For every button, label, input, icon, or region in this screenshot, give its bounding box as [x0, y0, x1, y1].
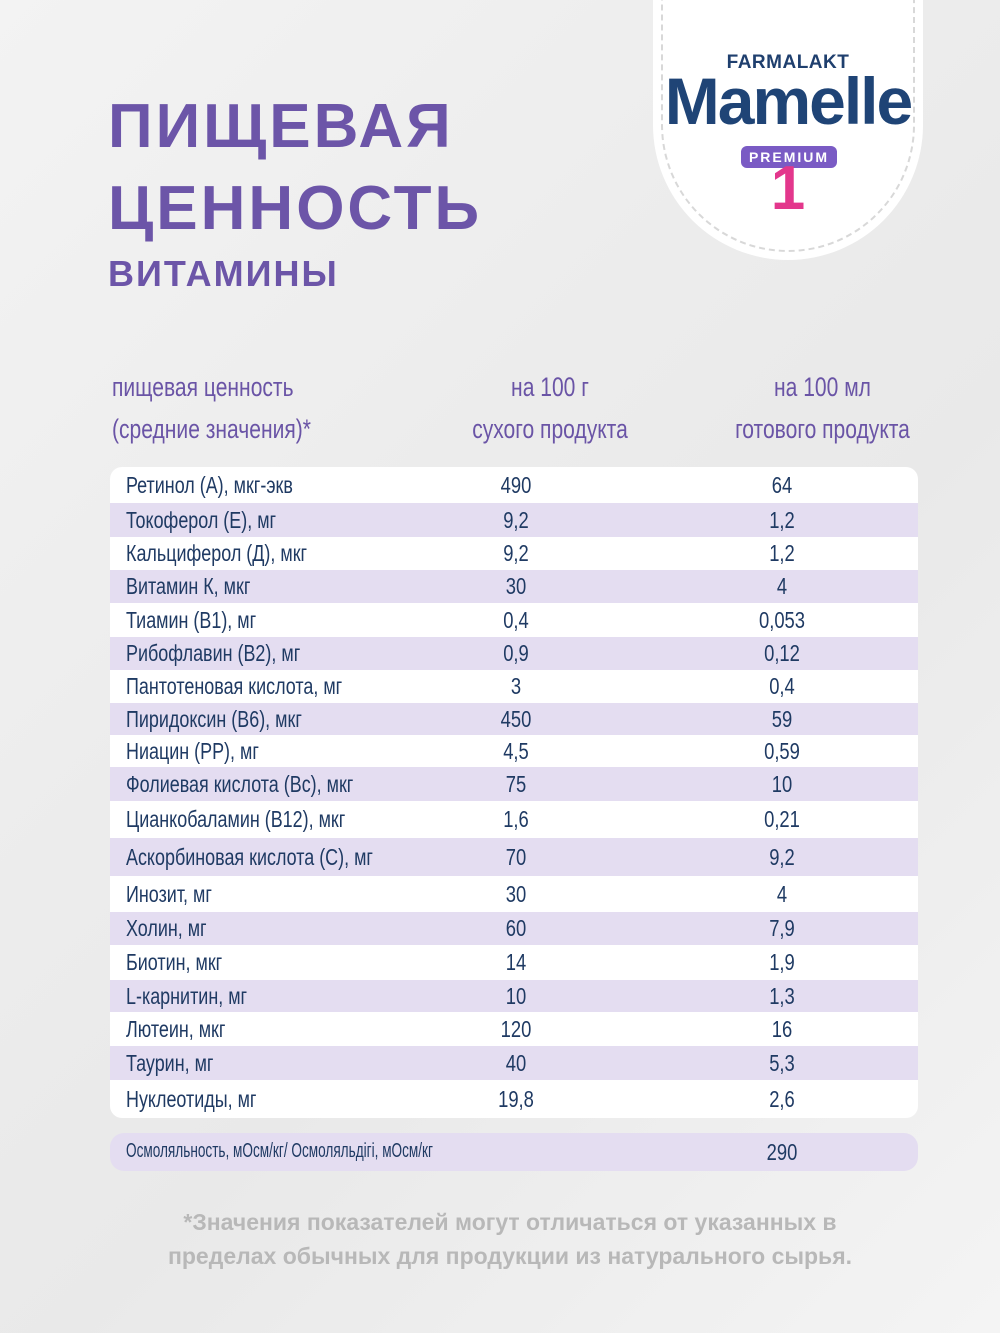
value-per-100g: 9,2 [503, 540, 529, 566]
table-row: L-карнитин, мг 10 1,3 [110, 980, 918, 1012]
value-per-100ml: 2,6 [769, 1085, 795, 1112]
value-per-100g: 3 [510, 673, 522, 699]
value-per-100ml: 4 [776, 573, 788, 599]
nutrient-name: Токоферол (Е), мг [126, 506, 277, 533]
table-row: Витамин К, мкг 30 4 [110, 570, 918, 603]
table-row: Холин, мг 60 7,9 [110, 912, 918, 945]
value-per-100ml: 1,2 [769, 506, 795, 533]
value-per-100ml: 9,2 [769, 843, 795, 870]
osmolality-row: Осмоляльность, мОсм/кг/ Осмоляльдігі, мО… [110, 1133, 918, 1171]
nutrient-name: Фолиевая кислота (Вс), мкг [126, 770, 354, 797]
value-per-100g: 1,6 [503, 806, 529, 832]
nutrient-name: Тиамин (В1), мг [126, 606, 257, 633]
brand-company: FARMALAKT [726, 52, 850, 73]
osmolality-label: Осмоляльность, мОсм/кг/ Осмоляльдігі, мО… [126, 1140, 433, 1162]
table-row: Таурин, мг 40 5,3 [110, 1046, 918, 1080]
value-per-100g: 70 [505, 843, 527, 870]
brand-stage-number: 1 [770, 154, 806, 223]
nutrient-name: L-карнитин, мг [126, 982, 248, 1009]
value-per-100ml: 4 [776, 880, 788, 907]
value-per-100g: 19,8 [498, 1085, 534, 1112]
table-row: Цианкобаламин (В12), мкг 1,6 0,21 [110, 801, 918, 838]
value-per-100ml: 10 [771, 770, 793, 797]
value-per-100ml: 0,053 [758, 606, 806, 633]
brand-name: Mamelle [664, 64, 913, 138]
value-per-100ml: 0,4 [769, 673, 795, 699]
value-per-100g: 30 [505, 880, 527, 907]
value-per-100ml: 1,2 [769, 540, 795, 566]
table-row: Инозит, мг 30 4 [110, 876, 918, 912]
value-per-100g: 30 [505, 573, 527, 599]
footnote-line2: пределах обычных для продукции из натура… [167, 1243, 853, 1269]
table-row: Аскорбиновая кислота (С), мг 70 9,2 [110, 838, 918, 876]
column-header-line: пищевая ценность [112, 372, 294, 402]
nutrient-name: Пиридоксин (В6), мкг [126, 705, 302, 732]
value-per-100ml: 1,3 [769, 982, 795, 1009]
page-title-line1: ПИЩЕВАЯ [108, 92, 454, 161]
nutrient-name: Пантотеновая кислота, мг [126, 673, 343, 699]
nutrient-name: Витамин К, мкг [126, 573, 251, 599]
value-per-100g: 450 [500, 705, 532, 732]
value-per-100g: 40 [505, 1049, 527, 1076]
value-per-100g: 10 [505, 982, 527, 1009]
column-header-line: на 100 г [511, 372, 589, 402]
table-row: Токоферол (Е), мг 9,2 1,2 [110, 503, 918, 537]
table-row: Тиамин (В1), мг 0,4 0,053 [110, 603, 918, 637]
column-header-line: (средние значения)* [112, 414, 311, 444]
value-per-100g: 0,9 [503, 640, 529, 666]
value-per-100ml: 5,3 [769, 1049, 795, 1076]
table-row: Лютеин, мкг 120 16 [110, 1012, 918, 1046]
table-row: Нуклеотиды, мг 19,8 2,6 [110, 1080, 918, 1118]
table-row: Фолиевая кислота (Вс), мкг 75 10 [110, 767, 918, 801]
table-row: Биотин, мкг 14 1,9 [110, 945, 918, 980]
column-header-per-100ml: на 100 мл готового продукта [723, 366, 922, 450]
value-per-100ml: 64 [771, 471, 793, 498]
column-header-per-100g: на 100 г сухого продукта [464, 366, 636, 450]
nutrient-name: Таурин, мг [126, 1049, 214, 1076]
value-per-100ml: 0,21 [764, 806, 800, 832]
table-row: Пантотеновая кислота, мг 3 0,4 [110, 670, 918, 703]
nutrient-name: Цианкобаламин (В12), мкг [126, 806, 346, 832]
value-per-100g: 14 [505, 949, 527, 975]
value-per-100ml: 1,9 [769, 949, 795, 975]
brand-logo-badge: FARMALAKT Mamelle PREMIUM 1 [661, 0, 915, 252]
nutrient-name: Ретинол (А), мкг-экв [126, 471, 293, 498]
footnote-line1: *Значения показателей могут отличаться о… [183, 1209, 837, 1235]
nutrient-name: Лютеин, мкг [126, 1015, 226, 1042]
column-header-name: пищевая ценность (средние значения)* [112, 366, 311, 450]
column-header-line: готового продукта [735, 414, 910, 444]
value-per-100g: 60 [505, 915, 527, 941]
column-header-line: на 100 мл [774, 372, 871, 402]
value-per-100g: 4,5 [503, 737, 529, 764]
value-per-100ml: 0,12 [764, 640, 800, 666]
table-row: Пиридоксин (В6), мкг 450 59 [110, 703, 918, 735]
table-row: Ниацин (РР), мг 4,5 0,59 [110, 735, 918, 767]
value-per-100ml: 7,9 [769, 915, 795, 941]
nutrient-name: Кальциферол (Д), мкг [126, 540, 308, 566]
nutrient-name: Аскорбиновая кислота (С), мг [126, 843, 373, 870]
value-per-100ml: 16 [771, 1015, 793, 1042]
nutrient-name: Нуклеотиды, мг [126, 1085, 257, 1112]
column-header-line: сухого продукта [472, 414, 628, 444]
value-per-100g: 9,2 [503, 506, 529, 533]
value-per-100g: 75 [505, 770, 527, 797]
table-row: Кальциферол (Д), мкг 9,2 1,2 [110, 537, 918, 570]
value-per-100g: 490 [500, 471, 532, 498]
nutrient-name: Рибофлавин (В2), мг [126, 640, 301, 666]
value-per-100ml: 0,59 [764, 737, 800, 764]
value-per-100g: 120 [500, 1015, 532, 1042]
nutrient-name: Биотин, мкг [126, 949, 223, 975]
value-per-100ml: 59 [771, 705, 793, 732]
nutrient-name: Ниацин (РР), мг [126, 737, 259, 764]
nutrient-name: Инозит, мг [126, 880, 212, 907]
brand-tier-badge: PREMIUM [741, 146, 837, 168]
vitamins-table: Ретинол (А), мкг-экв 490 64 Токоферол (Е), … [110, 467, 918, 1118]
value-per-100g: 0,4 [503, 606, 529, 633]
nutrient-name: Холин, мг [126, 915, 207, 941]
table-row: Ретинол (А), мкг-экв 490 64 [110, 467, 918, 503]
osmolality-value: 290 [766, 1139, 798, 1165]
table-row: Рибофлавин (В2), мг 0,9 0,12 [110, 637, 918, 670]
page-subtitle: ВИТАМИНЫ [108, 253, 339, 294]
page-title-line2: ЦЕННОСТЬ [108, 174, 483, 243]
